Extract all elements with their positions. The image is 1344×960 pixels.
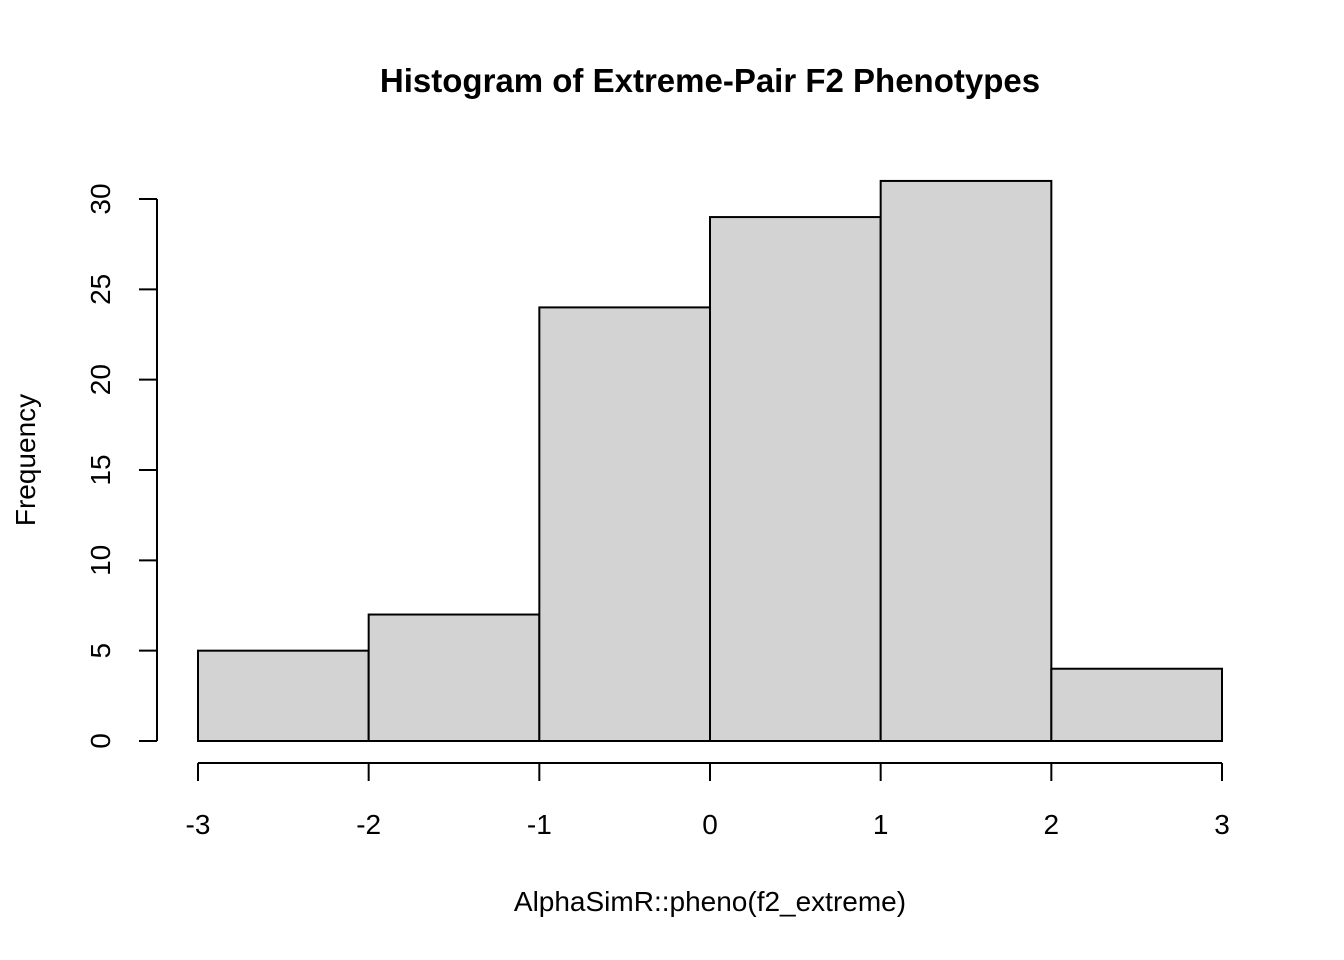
histogram-bar: [197, 649, 370, 743]
y-tick-label: 5: [85, 643, 116, 659]
x-tick-label: 0: [702, 809, 718, 840]
y-axis-label: Frequency: [10, 394, 41, 526]
histogram-bar: [538, 306, 711, 742]
histogram-bar: [1050, 667, 1224, 743]
y-axis: 0 5 10 15 20 25 30: [85, 183, 158, 749]
x-tick-label: 3: [1214, 809, 1230, 840]
x-tick-label: -1: [527, 809, 552, 840]
x-tick-label: -2: [356, 809, 381, 840]
y-tick-label: 10: [85, 545, 116, 576]
x-tick-label: 2: [1044, 809, 1060, 840]
y-tick-label: 25: [85, 274, 116, 305]
y-tick-label: 15: [85, 454, 116, 485]
histogram-bars: [197, 179, 1224, 743]
x-tick-label: -3: [186, 809, 211, 840]
x-tick-label: 1: [873, 809, 889, 840]
histogram-bar: [367, 613, 541, 742]
x-axis-label: AlphaSimR::pheno(f2_extreme): [514, 886, 906, 917]
x-axis: -3 -2 -1 0 1 2 3: [186, 762, 1230, 840]
y-tick-label: 0: [85, 733, 116, 749]
histogram-bar: [709, 216, 882, 743]
y-tick-label: 30: [85, 183, 116, 214]
y-tick-label: 20: [85, 364, 116, 395]
chart-title: Histogram of Extreme-Pair F2 Phenotypes: [380, 62, 1040, 99]
histogram-bar: [879, 179, 1053, 742]
